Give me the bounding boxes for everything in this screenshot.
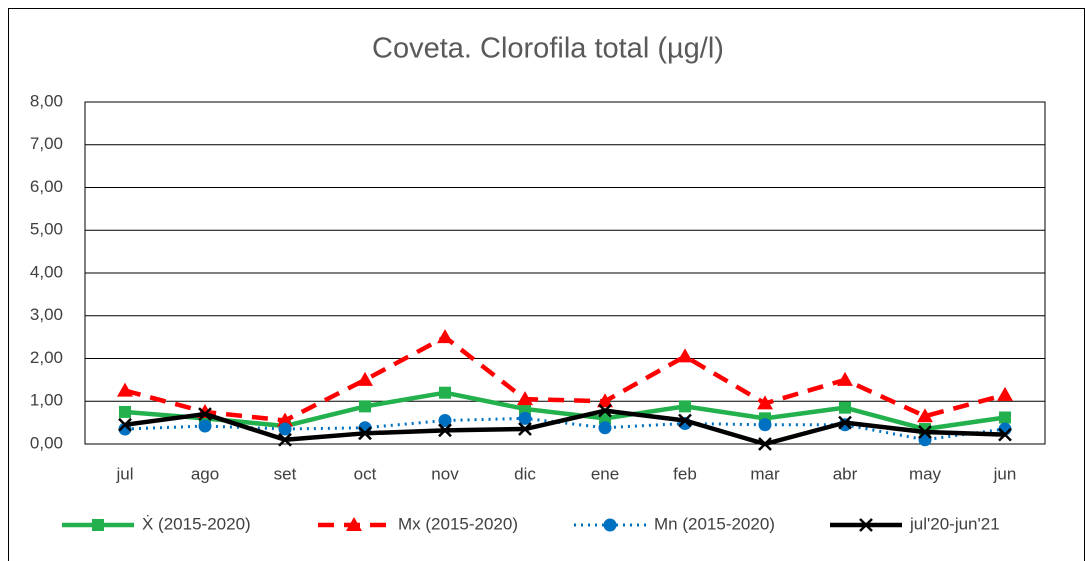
x-tick-label: nov (431, 464, 459, 483)
chart-border (8, 8, 1085, 561)
marker (598, 403, 612, 418)
y-tick-label: 1,00 (30, 391, 63, 410)
y-tick-label: 5,00 (30, 220, 63, 239)
x-tick-label: mar (750, 464, 780, 483)
x-tick-label: jul (115, 464, 133, 483)
marker (597, 393, 613, 408)
marker (917, 408, 933, 423)
y-tick-label: 3,00 (30, 305, 63, 324)
x-tick-label: may (909, 464, 942, 483)
marker (679, 400, 691, 413)
legend-label: jul'20-jun'21 (909, 514, 1000, 533)
legend-label: Mn (2015-2020) (654, 514, 775, 533)
marker (678, 413, 692, 428)
marker (437, 329, 453, 344)
legend-marker (92, 519, 104, 531)
marker (518, 422, 532, 436)
marker (278, 432, 292, 447)
y-tick-label: 4,00 (30, 262, 63, 281)
marker (277, 412, 293, 427)
marker (997, 386, 1013, 401)
x-tick-label: feb (673, 464, 697, 483)
marker (517, 391, 533, 406)
x-tick-label: dic (514, 464, 536, 483)
marker (918, 425, 932, 439)
marker (358, 426, 372, 441)
marker (758, 437, 772, 451)
series-line (124, 390, 1006, 432)
marker (519, 402, 531, 415)
marker (598, 421, 612, 435)
y-tick-label: 6,00 (30, 177, 63, 196)
y-tick-label: 8,00 (30, 91, 63, 110)
marker (438, 413, 452, 427)
legend-label: Ẋ (2015-2020) (142, 514, 251, 533)
x-tick-label: set (274, 464, 297, 483)
marker (439, 386, 451, 399)
legend-marker (859, 518, 873, 532)
marker (518, 411, 532, 425)
marker (438, 423, 452, 438)
series-line (124, 334, 1006, 423)
x-tick-label: oct (354, 464, 377, 483)
series-line (124, 408, 1006, 447)
legend-marker (346, 517, 362, 531)
y-tick-label: 0,00 (30, 433, 63, 452)
plot-border (84, 101, 1046, 445)
marker (198, 419, 212, 433)
marker (999, 411, 1011, 424)
x-tick-label: ago (191, 464, 219, 483)
marker (837, 371, 853, 386)
chart-title: Coveta. Clorofila total (µg/l) (372, 33, 724, 65)
marker (758, 418, 772, 432)
marker (278, 422, 292, 436)
x-tick-label: ene (591, 464, 619, 483)
y-tick-label: 2,00 (30, 348, 63, 367)
marker (839, 401, 851, 414)
marker (359, 400, 371, 413)
legend-label: Mx (2015-2020) (398, 514, 518, 533)
marker (677, 348, 693, 363)
marker (119, 405, 131, 418)
legend-marker (603, 518, 617, 532)
x-tick-label: abr (833, 464, 858, 483)
marker (838, 415, 852, 430)
marker (757, 395, 773, 410)
y-tick-label: 7,00 (30, 134, 63, 153)
marker (117, 382, 133, 397)
marker (198, 407, 212, 421)
marker (998, 427, 1012, 442)
marker (118, 417, 132, 432)
x-tick-label: jun (993, 464, 1017, 483)
marker (357, 371, 373, 386)
